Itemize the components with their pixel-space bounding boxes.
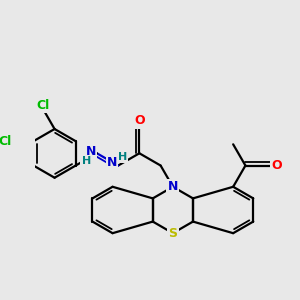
Text: H: H [82,156,91,166]
Text: N: N [85,145,96,158]
Text: O: O [272,159,282,172]
Text: N: N [107,156,117,170]
Text: O: O [134,114,145,128]
Text: S: S [168,227,177,240]
Text: N: N [168,180,178,193]
Text: Cl: Cl [36,98,50,112]
Text: H: H [118,152,127,162]
Text: Cl: Cl [0,135,12,148]
